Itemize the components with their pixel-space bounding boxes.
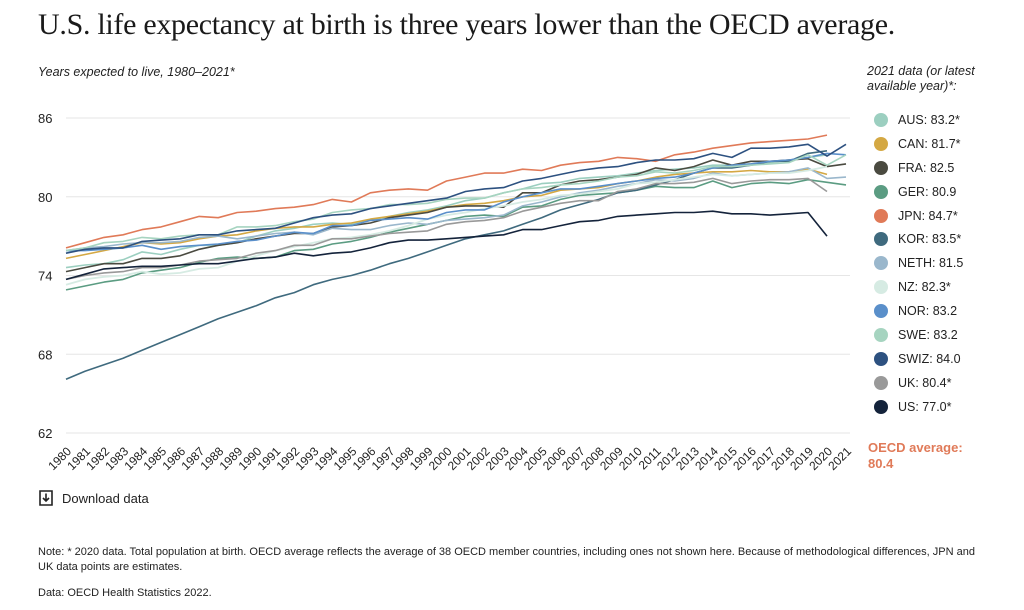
legend-item-swiz: SWIZ: 84.0 bbox=[874, 347, 963, 371]
legend-swatch bbox=[874, 256, 888, 271]
legend-item-ger: GER: 80.9 bbox=[874, 180, 963, 204]
oecd-average-note: OECD average: 80.4 bbox=[868, 440, 963, 472]
oecd-average-label: OECD average: bbox=[868, 440, 963, 455]
series-line-aus bbox=[65, 154, 828, 269]
legend-item-jpn: JPN: 84.7* bbox=[874, 204, 963, 228]
series-line-nz bbox=[65, 165, 828, 286]
legend-label: SWIZ: 84.0 bbox=[898, 351, 961, 366]
legend-item-uk: UK: 80.4* bbox=[874, 371, 963, 395]
legend-label: JPN: 84.7* bbox=[898, 208, 958, 223]
chart-legend: AUS: 83.2* CAN: 81.7* FRA: 82.5 GER: 80.9 JP… bbox=[874, 108, 963, 419]
series-line-swiz bbox=[65, 143, 847, 254]
legend-swatch bbox=[874, 304, 888, 319]
legend-label: US: 77.0* bbox=[898, 399, 952, 414]
download-data-button[interactable]: Download data bbox=[38, 490, 149, 506]
y-tick-label: 80 bbox=[38, 190, 52, 205]
legend-label: NOR: 83.2 bbox=[898, 304, 958, 319]
legend-item-us: US: 77.0* bbox=[874, 395, 963, 419]
data-source: Data: OECD Health Statistics 2022. bbox=[38, 587, 212, 599]
legend-label: AUS: 83.2* bbox=[898, 112, 960, 127]
legend-swatch bbox=[874, 112, 888, 127]
legend-swatch bbox=[874, 184, 888, 199]
download-icon bbox=[39, 490, 53, 506]
legend-swatch bbox=[874, 136, 888, 151]
series-line-nor bbox=[66, 152, 847, 252]
series-line-fra bbox=[65, 157, 847, 273]
legend-item-nor: NOR: 83.2 bbox=[874, 299, 963, 323]
legend-item-can: CAN: 81.7* bbox=[874, 132, 963, 156]
y-tick-label: 62 bbox=[38, 426, 52, 441]
oecd-average-value: 80.4 bbox=[868, 456, 894, 471]
legend-swatch bbox=[874, 327, 888, 342]
series-line-neth bbox=[65, 167, 847, 252]
legend-label: GER: 80.9 bbox=[898, 184, 957, 199]
legend-label: SWE: 83.2 bbox=[898, 327, 958, 342]
legend-swatch bbox=[874, 280, 888, 295]
chart-title: U.S. life expectancy at birth is three y… bbox=[38, 8, 895, 41]
x-tick-label: 2021 bbox=[825, 444, 854, 473]
legend-swatch bbox=[874, 351, 888, 366]
legend-item-neth: NETH: 81.5 bbox=[874, 251, 963, 275]
download-data-label: Download data bbox=[62, 490, 149, 506]
series-line-ger bbox=[65, 178, 847, 291]
legend-swatch bbox=[874, 399, 888, 414]
series-line-uk bbox=[65, 177, 828, 281]
legend-label: FRA: 82.5 bbox=[898, 160, 955, 175]
y-tick-label: 74 bbox=[38, 269, 52, 284]
legend-swatch bbox=[874, 375, 888, 390]
series-line-jpn bbox=[65, 134, 828, 249]
legend-label: UK: 80.4* bbox=[898, 375, 952, 390]
legend-label: NZ: 82.3* bbox=[898, 280, 951, 295]
legend-swatch bbox=[874, 208, 888, 223]
legend-heading: 2021 data (or latest available year)*: bbox=[867, 64, 975, 93]
legend-label: NETH: 81.5 bbox=[898, 256, 964, 271]
legend-item-fra: FRA: 82.5 bbox=[874, 156, 963, 180]
legend-label: KOR: 83.5* bbox=[898, 232, 962, 247]
series-line-us bbox=[65, 210, 828, 281]
legend-item-kor: KOR: 83.5* bbox=[874, 227, 963, 251]
legend-item-nz: NZ: 82.3* bbox=[874, 275, 963, 299]
legend-swatch bbox=[874, 232, 888, 247]
life-expectancy-line-chart: 6268748086198019811982198319841985198619… bbox=[38, 111, 854, 473]
legend-swatch bbox=[874, 160, 888, 175]
y-tick-label: 86 bbox=[38, 111, 52, 126]
legend-item-swe: SWE: 83.2 bbox=[874, 323, 963, 347]
chart-subtitle: Years expected to live, 1980–2021* bbox=[38, 65, 235, 79]
footnote: Note: * 2020 data. Total population at b… bbox=[38, 546, 975, 573]
legend-label: CAN: 81.7* bbox=[898, 136, 961, 151]
legend-item-aus: AUS: 83.2* bbox=[874, 108, 963, 132]
y-tick-label: 68 bbox=[38, 347, 52, 362]
